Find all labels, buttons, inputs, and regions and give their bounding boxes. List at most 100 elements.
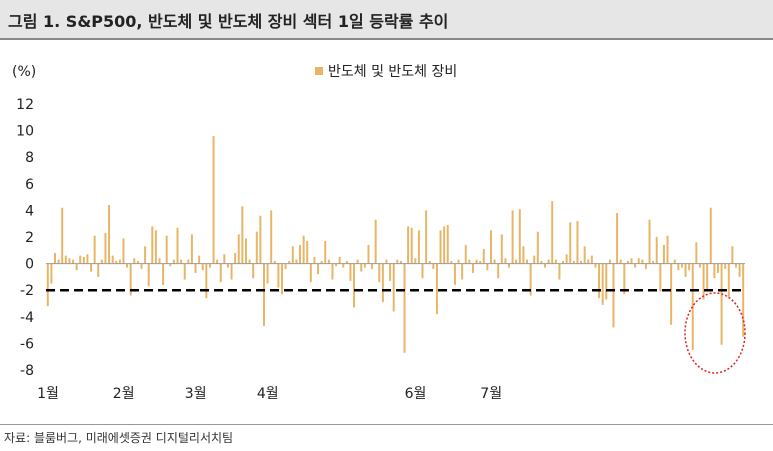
bar <box>425 210 428 264</box>
bar <box>396 259 399 264</box>
bar <box>241 206 244 264</box>
bar <box>248 259 251 264</box>
month-label: 3월 <box>185 386 207 402</box>
bar <box>284 263 287 269</box>
bar <box>479 260 482 264</box>
bar <box>356 259 359 264</box>
bar <box>648 219 651 264</box>
bar <box>317 263 320 275</box>
bar <box>327 259 330 264</box>
bar <box>86 254 89 264</box>
bar <box>417 230 420 264</box>
bar <box>594 263 597 268</box>
bar <box>270 210 273 264</box>
bar <box>641 259 644 264</box>
y-tick-label: 10 <box>16 124 34 140</box>
bar <box>277 263 280 288</box>
legend-label: 반도체 및 반도체 장비 <box>328 64 457 80</box>
bar <box>399 260 402 264</box>
bar <box>583 246 586 264</box>
bar <box>147 263 150 287</box>
bar <box>680 263 683 268</box>
bar <box>299 244 302 264</box>
bar <box>727 263 730 297</box>
bar <box>569 222 572 264</box>
bar <box>738 263 741 277</box>
bar <box>165 235 168 264</box>
bar <box>371 263 374 269</box>
bar <box>313 256 316 264</box>
bar-series <box>46 135 745 353</box>
bar <box>309 263 312 283</box>
bar <box>461 263 464 280</box>
bar <box>590 255 593 264</box>
bar <box>216 259 219 264</box>
bar <box>414 258 417 264</box>
bar <box>540 260 543 264</box>
bar <box>464 244 467 264</box>
bar <box>731 246 734 264</box>
bar <box>565 254 568 264</box>
bar <box>302 235 305 264</box>
bar <box>122 238 125 264</box>
bar <box>407 226 410 264</box>
bar <box>673 259 676 264</box>
bar <box>634 263 637 268</box>
bar <box>57 259 60 264</box>
bar <box>526 259 528 264</box>
bar <box>90 263 93 272</box>
source-note: 자료: 블룸버그, 미래에셋증권 디지털리서치팀 <box>4 431 234 445</box>
bar <box>219 263 222 283</box>
bar <box>435 263 438 315</box>
bar <box>410 227 413 264</box>
bar <box>713 263 716 279</box>
bar <box>432 263 435 269</box>
bar <box>562 260 565 264</box>
month-label: 1월 <box>37 386 59 402</box>
y-tick-label: -4 <box>20 310 34 326</box>
bar <box>511 210 514 264</box>
bar <box>252 263 255 279</box>
bar <box>742 263 745 337</box>
bar <box>198 255 201 264</box>
bar <box>475 259 478 264</box>
bar <box>684 263 687 277</box>
bar <box>342 263 345 268</box>
bar <box>291 246 294 264</box>
bar <box>151 226 154 264</box>
bar <box>201 263 204 271</box>
figure-header: 그림 1. S&P500, 반도체 및 반도체 장비 섹터 1일 등락률 추이 <box>0 0 773 38</box>
bar <box>93 235 96 264</box>
y-unit-label: (%) <box>12 64 36 80</box>
bar <box>281 263 283 295</box>
bar <box>508 263 510 268</box>
bar <box>61 207 64 264</box>
bar <box>208 263 211 268</box>
bar <box>82 256 85 264</box>
bar <box>706 263 709 292</box>
bar <box>324 240 327 264</box>
bar <box>338 256 341 264</box>
bar <box>266 263 269 284</box>
bar <box>626 260 629 264</box>
bar <box>500 234 503 264</box>
y-tick-label: 12 <box>16 97 34 113</box>
y-tick-label: 8 <box>25 150 34 166</box>
bar <box>601 263 604 305</box>
figure-title: 그림 1. S&P500, 반도체 및 반도체 장비 섹터 1일 등락률 추이 <box>8 12 449 31</box>
bar <box>68 258 71 264</box>
bar <box>360 263 363 272</box>
bar <box>677 263 680 271</box>
bar <box>263 263 265 327</box>
bar <box>655 237 658 264</box>
bar <box>529 263 532 296</box>
bar <box>64 255 67 264</box>
bar <box>572 260 575 264</box>
bar <box>551 201 554 264</box>
bar <box>205 263 208 299</box>
y-tick-label: -8 <box>20 363 34 379</box>
bar <box>244 238 247 264</box>
bar <box>140 263 143 269</box>
bar <box>709 207 712 264</box>
bar <box>288 260 291 264</box>
